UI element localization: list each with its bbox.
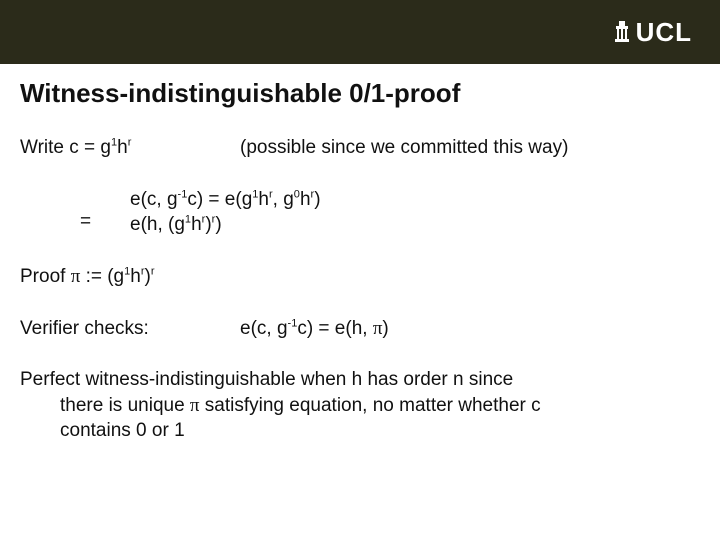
equation-block: = e(c, g-1c) = e(g1hr, g0hr) e(h, (g1hr)… (20, 187, 700, 238)
sup: r (151, 266, 155, 278)
sup: -1 (288, 317, 298, 329)
equation-right: e(c, g-1c) = e(g1hr, g0hr) e(h, (g1hr)r) (130, 187, 321, 238)
text: e(h, (g (130, 214, 185, 235)
text: satisfying equation, no matter whether c (200, 395, 541, 416)
text: := (g (80, 266, 124, 287)
text: e(c, g (240, 318, 288, 339)
verifier-label: Verifier checks: (20, 316, 240, 342)
ucl-logo: UCL (614, 17, 692, 48)
text: Write c = g (20, 137, 111, 158)
slide-body: Write c = g1hr (possible since we commit… (0, 135, 720, 444)
text: h (300, 189, 311, 210)
pi-symbol: π (71, 266, 81, 287)
text: h (130, 266, 141, 287)
text: ) (314, 189, 320, 210)
write-c-right: (possible since we committed this way) (240, 135, 568, 161)
text: h (258, 189, 269, 210)
perfect-line-1: Perfect witness-indistinguishable when h… (20, 367, 700, 393)
verifier-equation: e(c, g-1c) = e(h, π) (240, 316, 389, 342)
text: c) = e(h, (297, 318, 373, 339)
perfect-line-2: there is unique π satisfying equation, n… (20, 393, 700, 419)
pi-symbol: π (190, 395, 200, 416)
text: c) = e(g (187, 189, 252, 210)
text: h (117, 137, 128, 158)
text: h (191, 214, 202, 235)
sup: -1 (178, 188, 188, 200)
verifier-line: Verifier checks: e(c, g-1c) = e(h, π) (20, 316, 700, 342)
text: ) (382, 318, 388, 339)
perfect-line-3: contains 0 or 1 (20, 418, 700, 444)
text: Proof (20, 266, 71, 287)
write-c-left: Write c = g1hr (20, 135, 240, 161)
slide-title: Witness-indistinguishable 0/1-proof (20, 78, 720, 109)
equation-line-2: e(h, (g1hr)r) (130, 212, 321, 238)
perfect-block: Perfect witness-indistinguishable when h… (20, 367, 700, 444)
building-icon (614, 21, 630, 43)
pi-symbol: π (373, 318, 383, 339)
sup: r (128, 137, 132, 149)
text: , g (273, 189, 294, 210)
header-bar: UCL (0, 0, 720, 64)
equation-equals: = (20, 187, 130, 238)
write-c-line: Write c = g1hr (possible since we commit… (20, 135, 700, 161)
proof-line: Proof π := (g1hr)r (20, 264, 700, 290)
text: ) (215, 214, 221, 235)
text: e(c, g (130, 189, 178, 210)
logo-text: UCL (636, 17, 692, 48)
equation-line-1: e(c, g-1c) = e(g1hr, g0hr) (130, 187, 321, 213)
text: there is unique (60, 395, 190, 416)
